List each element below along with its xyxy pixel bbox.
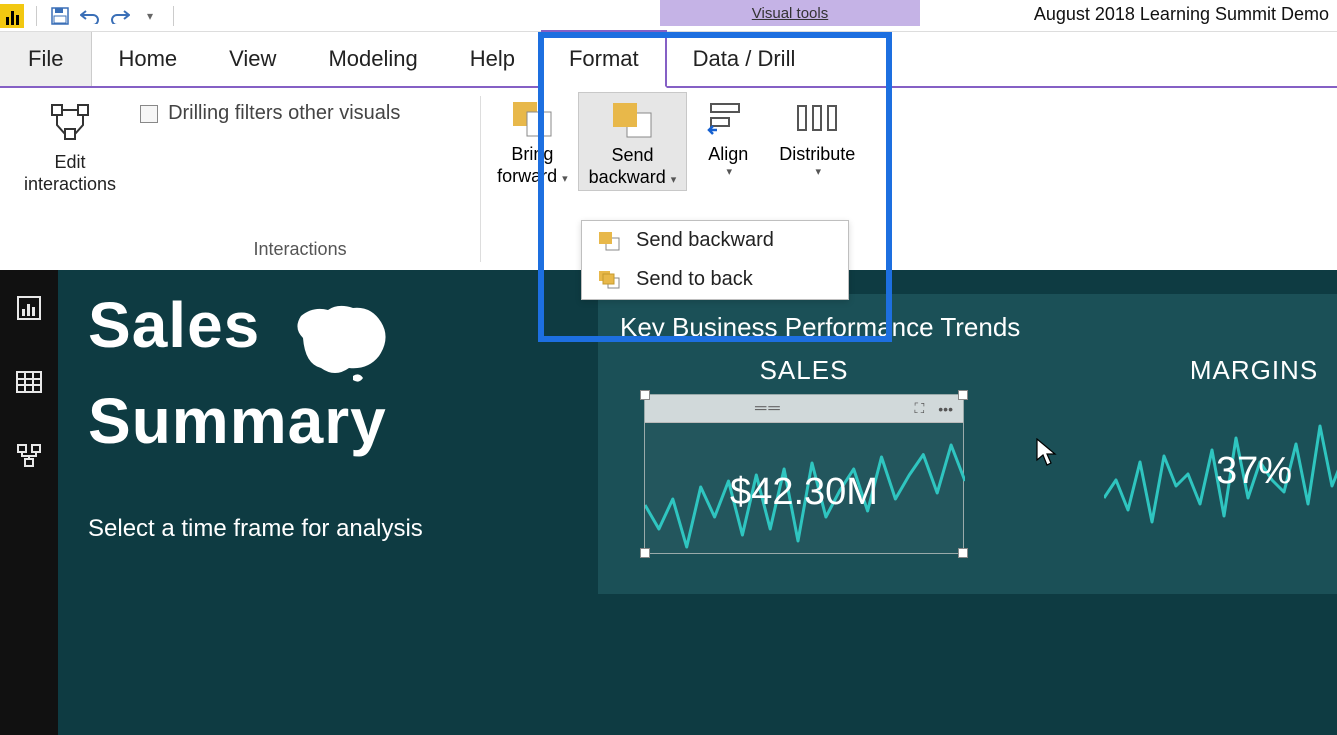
menu-item-label: Send to back [636,268,753,291]
send-backward-label: Send backward [589,145,666,187]
tab-format[interactable]: Format [541,30,667,88]
kpi-panel: Key Business Performance Trends SALES ══… [598,294,1337,594]
redo-icon[interactable] [109,5,131,27]
bring-forward-icon [506,96,558,140]
app-logo-icon [0,4,24,28]
tab-help[interactable]: Help [444,32,541,86]
align-label: Align [708,144,748,164]
sales-sparkline-visual[interactable]: ══ ⛶ ••• $42.30M [644,394,964,554]
edit-interactions-label: Edit interactions [24,152,116,195]
tab-file[interactable]: File [0,32,92,86]
ribbon-group-label: Interactions [254,239,347,266]
send-to-back-icon [596,269,622,291]
distribute-button[interactable]: Distribute ▾ [769,92,865,181]
report-canvas[interactable]: Sales Summary Select a time frame for an… [58,270,1337,735]
kpi-sales-value: $42.30M [730,471,878,514]
customize-qat-icon[interactable]: ▾ [139,5,161,27]
data-view-icon[interactable] [15,368,43,396]
separator [173,6,174,26]
title-line-1: Sales [88,289,260,361]
report-area: Sales Summary Select a time frame for an… [0,270,1337,735]
distribute-label: Distribute [779,144,855,164]
drag-grip-icon[interactable]: ══ [755,400,782,418]
send-backward-button[interactable]: Send backward ▾ [578,92,688,191]
tab-data-drill[interactable]: Data / Drill [667,32,822,86]
focus-mode-icon[interactable]: ⛶ [914,400,924,417]
undo-icon[interactable] [79,5,101,27]
align-icon [702,96,754,140]
visual-header: ══ ⛶ ••• [645,395,963,423]
model-view-icon[interactable] [15,442,43,470]
document-title: August 2018 Learning Summit Demo [1034,4,1329,25]
chevron-down-icon: ▾ [668,174,677,186]
separator [36,6,37,26]
send-backward-icon [596,230,622,252]
view-rail [0,270,58,735]
kpi-margins-value: 37% [1216,450,1292,493]
drilling-filters-label: Drilling filters other visuals [168,102,400,125]
kpi-sales-label: SALES [644,355,964,386]
tab-view[interactable]: View [203,32,302,86]
report-view-icon[interactable] [15,294,43,322]
kpi-margins-label: MARGINS [1104,355,1337,386]
chevron-down-icon: ▾ [559,173,568,185]
bring-forward-button[interactable]: Bring forward ▾ [487,92,578,189]
menu-item-label: Send backward [636,229,774,252]
kpi-margins[interactable]: MARGINS 37% [1104,355,1337,554]
checkbox-icon [140,105,158,123]
menu-item-send-backward[interactable]: Send backward [582,221,848,260]
edit-interactions-icon [47,100,93,146]
bring-forward-label: Bring forward [497,144,557,186]
align-button[interactable]: Align ▾ [687,92,769,181]
contextual-tab-label: Visual tools [660,0,920,26]
more-options-icon[interactable]: ••• [938,401,953,417]
kpi-sales[interactable]: SALES ══ ⛶ ••• $42.30M [644,355,964,554]
tab-home[interactable]: Home [92,32,203,86]
edit-interactions-button[interactable]: Edit interactions [18,96,122,199]
distribute-icon [791,96,843,140]
drilling-filters-checkbox[interactable]: Drilling filters other visuals [140,96,460,125]
title-bar: ▾ Visual tools August 2018 Learning Summ… [0,0,1337,32]
send-backward-icon [606,97,658,141]
send-backward-menu: Send backward Send to back [581,220,849,300]
ribbon: Edit interactions Drilling filters other… [0,88,1337,270]
chevron-down-icon: ▾ [816,166,822,179]
australia-map-icon [283,298,393,388]
quick-access-toolbar: ▾ [0,4,178,28]
menu-item-send-to-back[interactable]: Send to back [582,260,848,299]
margins-sparkline-visual[interactable]: 37% [1104,394,1337,554]
tab-modeling[interactable]: Modeling [302,32,443,86]
chevron-down-icon: ▾ [727,166,733,179]
save-icon[interactable] [49,5,71,27]
ribbon-tabs: File Home View Modeling Help Format Data… [0,32,1337,88]
kpi-heading: Key Business Performance Trends [620,312,1337,343]
